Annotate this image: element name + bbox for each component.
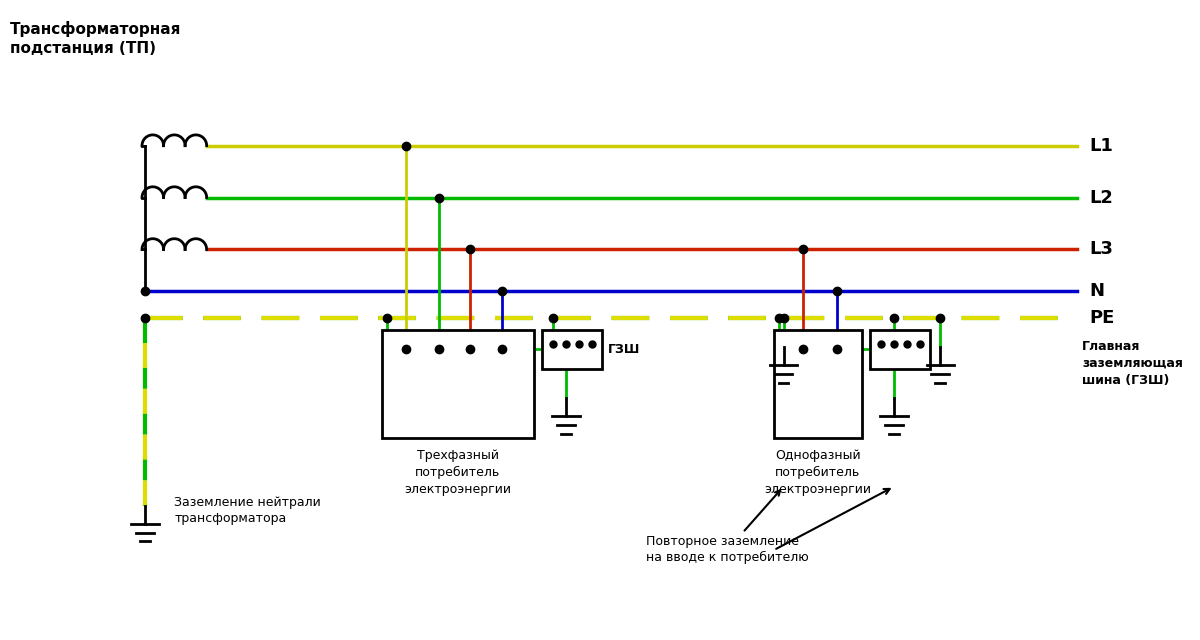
Text: Трансформаторная
подстанция (ТП): Трансформаторная подстанция (ТП): [10, 21, 181, 56]
Text: L2: L2: [1090, 189, 1112, 207]
Bar: [774, 330, 862, 438]
Bar: [541, 330, 602, 369]
Text: ГЗШ: ГЗШ: [608, 343, 641, 356]
Text: N: N: [1090, 282, 1104, 300]
Bar: [870, 330, 930, 369]
Text: PE: PE: [1090, 309, 1115, 327]
Bar: [382, 330, 534, 438]
Text: Заземление нейтрали
трансформатора: Заземление нейтрали трансформатора: [174, 496, 322, 525]
Text: Главная
заземляющая
шина (ГЗШ): Главная заземляющая шина (ГЗШ): [1082, 340, 1183, 387]
Text: Повторное заземление
на вводе к потребителю: Повторное заземление на вводе к потребит…: [647, 490, 809, 564]
Text: Однофазный
потребитель
электроэнергии: Однофазный потребитель электроэнергии: [764, 449, 871, 497]
Text: L1: L1: [1090, 137, 1112, 155]
Text: L3: L3: [1090, 241, 1112, 259]
Text: Трехфазный
потребитель
электроэнергии: Трехфазный потребитель электроэнергии: [404, 449, 511, 497]
